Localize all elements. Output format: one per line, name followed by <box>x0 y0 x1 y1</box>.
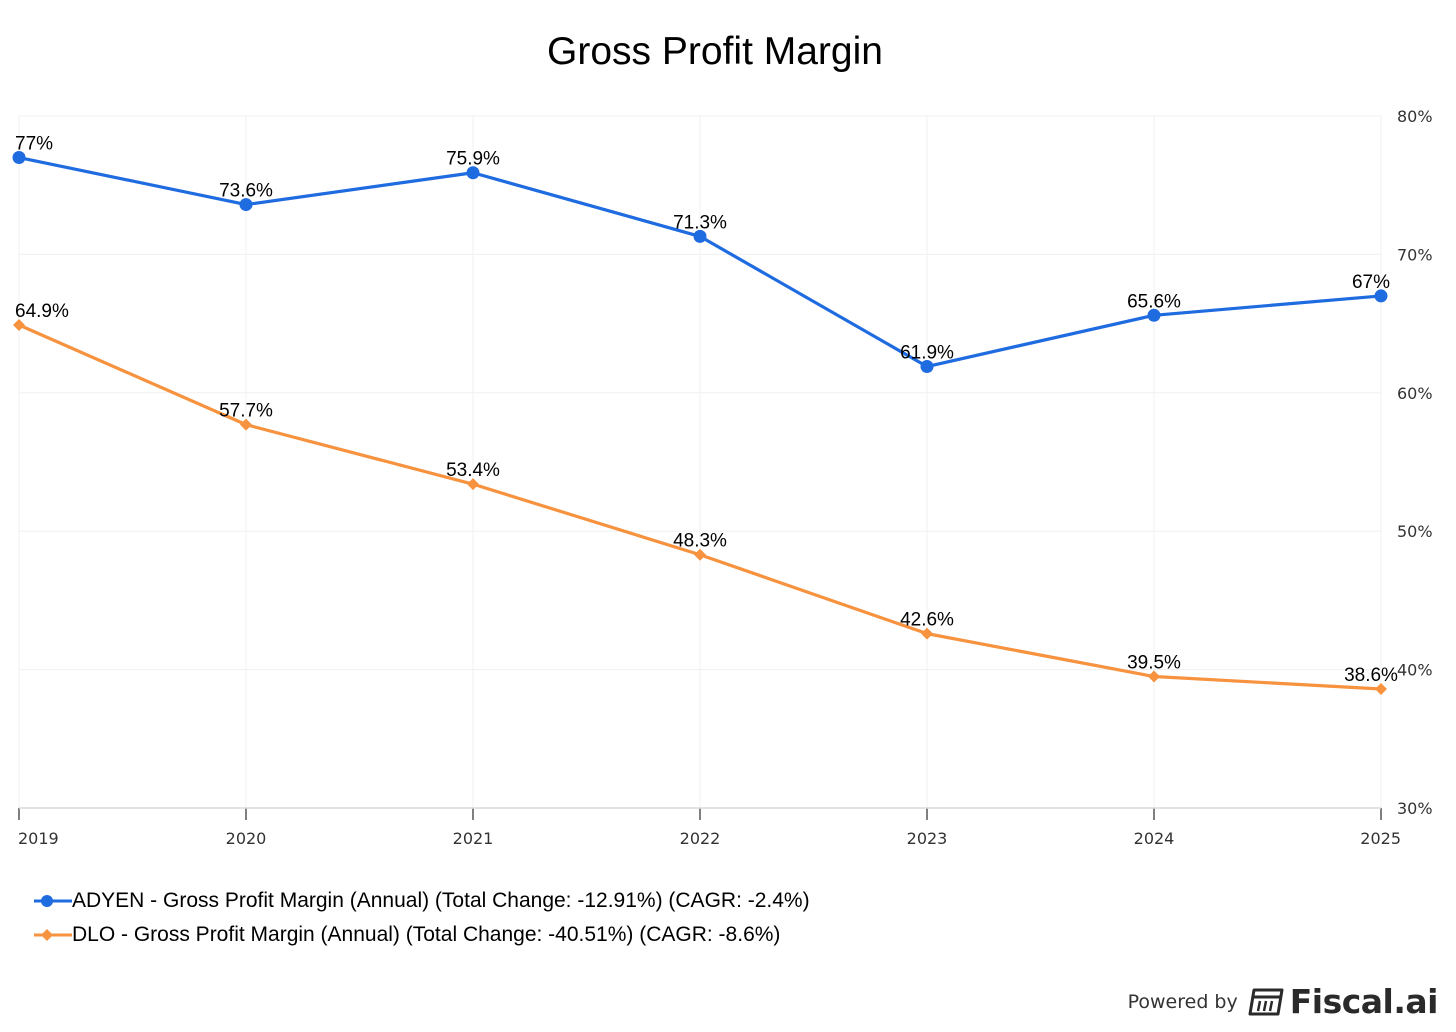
data-label: 48.3% <box>673 531 727 552</box>
legend-swatch-adyen <box>34 895 72 907</box>
brand-logo[interactable]: Fiscal.ai <box>1248 982 1439 1021</box>
series-markers <box>12 151 1388 695</box>
x-tick-label: 2025 <box>1360 829 1401 848</box>
data-labels: 77% 73.6% 75.9% 71.3% 61.9% 65.6% 67% 64.9% 57.7… <box>15 134 1398 686</box>
legend-label-dlo: DLO - Gross Profit Margin (Annual) (Tota… <box>72 923 781 946</box>
point-marker <box>1375 682 1387 695</box>
point-marker <box>466 166 480 180</box>
data-label: 65.6% <box>1127 291 1181 312</box>
point-marker <box>920 360 934 374</box>
data-label: 71.3% <box>673 212 727 233</box>
data-label: 67% <box>1352 272 1390 293</box>
powered-by-text: Powered by <box>1127 990 1238 1013</box>
point-marker <box>921 627 933 640</box>
x-tick-label: 2020 <box>226 829 267 848</box>
data-label: 39.5% <box>1127 653 1181 674</box>
y-tick-label: 60% <box>1397 384 1433 403</box>
data-label: 53.4% <box>446 460 500 481</box>
y-tick-label: 30% <box>1397 799 1433 818</box>
point-marker <box>693 229 707 243</box>
data-label: 73.6% <box>219 181 273 202</box>
x-tick-label: 2019 <box>18 829 59 848</box>
legend-label-adyen: ADYEN - Gross Profit Margin (Annual) (To… <box>72 889 810 912</box>
point-marker <box>1147 308 1161 322</box>
data-label: 38.6% <box>1344 665 1398 686</box>
point-marker <box>240 418 252 431</box>
data-label: 57.7% <box>219 401 273 422</box>
axes: 80% 70% 60% 50% 40% 30% 2019 2020 2021 2022 2023 20… <box>18 107 1433 848</box>
point-marker <box>694 548 706 561</box>
chart-title: Gross Profit Margin <box>547 30 883 73</box>
data-label: 77% <box>15 134 53 155</box>
point-marker <box>467 478 479 491</box>
y-tick-label: 70% <box>1397 245 1433 264</box>
point-marker <box>1148 670 1160 683</box>
fiscal-calculator-icon <box>1248 988 1284 1015</box>
y-tick-label: 80% <box>1397 107 1433 126</box>
legend-item-adyen[interactable]: ADYEN - Gross Profit Margin (Annual) (To… <box>34 884 810 918</box>
y-tick-label: 40% <box>1397 661 1433 680</box>
data-label: 61.9% <box>900 343 954 364</box>
x-tick-label: 2024 <box>1134 829 1175 848</box>
x-tick-label: 2023 <box>907 829 948 848</box>
legend-item-dlo[interactable]: DLO - Gross Profit Margin (Annual) (Tota… <box>34 918 810 952</box>
powered-by-footer: Powered by Fiscal.ai <box>1127 982 1439 1021</box>
y-tick-label: 50% <box>1397 522 1433 541</box>
point-marker <box>1374 289 1388 303</box>
legend: ADYEN - Gross Profit Margin (Annual) (To… <box>34 884 810 952</box>
data-label: 75.9% <box>446 149 500 170</box>
x-tick-label: 2022 <box>680 829 721 848</box>
data-label: 64.9% <box>15 301 69 322</box>
point-marker <box>239 198 253 212</box>
plot-area: 80% 70% 60% 50% 40% 30% 2019 2020 2021 2022 2023 20… <box>12 107 1433 848</box>
x-tick-label: 2021 <box>453 829 494 848</box>
point-marker <box>13 318 25 331</box>
point-marker <box>12 151 26 165</box>
data-label: 42.6% <box>900 610 954 631</box>
legend-swatch-dlo <box>34 929 72 941</box>
brand-name: Fiscal.ai <box>1289 982 1439 1021</box>
